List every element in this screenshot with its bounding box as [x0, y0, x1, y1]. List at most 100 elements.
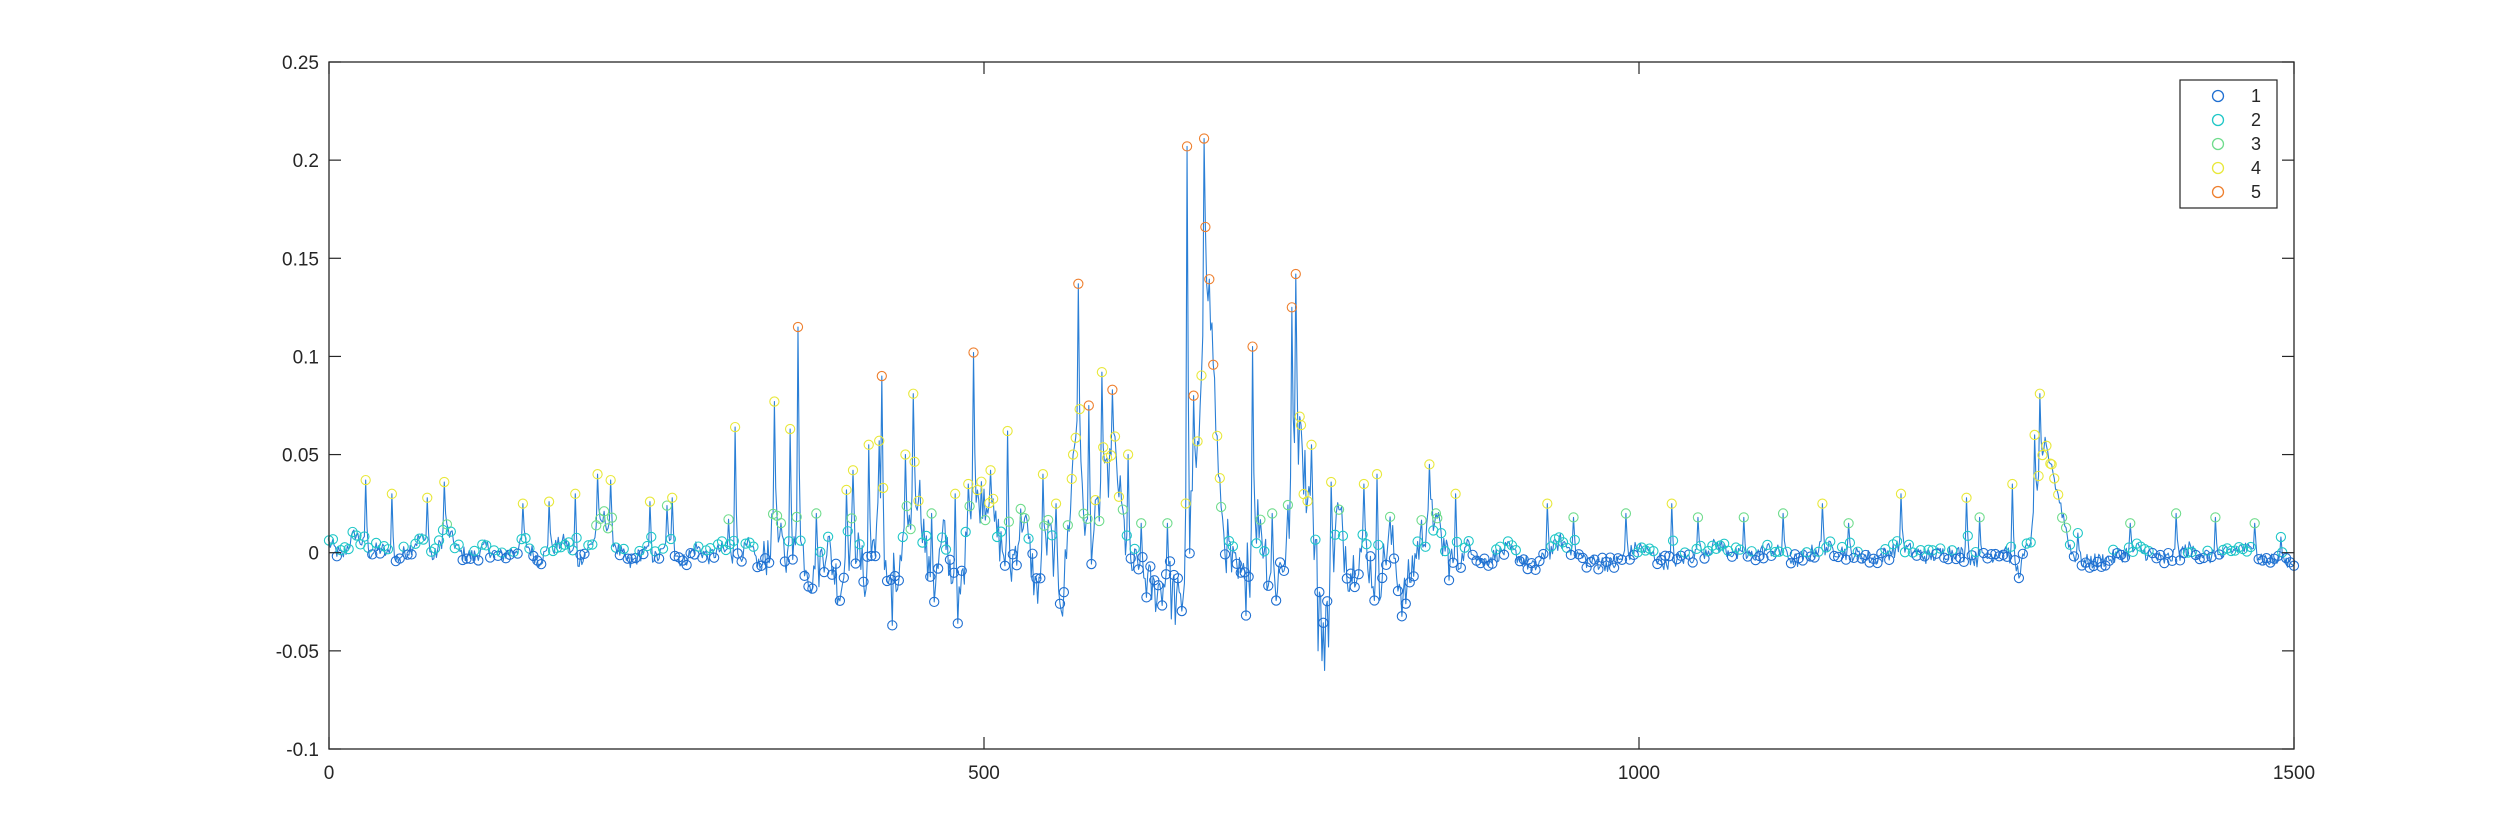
data-point	[1687, 557, 1698, 568]
data-point	[1450, 488, 1461, 499]
data-point	[1314, 586, 1325, 598]
data-point	[2049, 473, 2060, 484]
x-tick-label: 1000	[1618, 763, 1660, 784]
data-point	[433, 535, 445, 546]
data-point	[1094, 515, 1105, 527]
data-point	[402, 549, 413, 560]
data-point	[2021, 538, 2032, 549]
data-point	[1219, 549, 1231, 560]
data-point	[850, 558, 861, 569]
data-point	[1692, 512, 1704, 523]
data-point	[783, 536, 794, 547]
data-point	[360, 474, 371, 486]
data-point	[453, 539, 464, 550]
data-point	[1923, 544, 1934, 555]
data-point	[653, 553, 665, 564]
data-point	[661, 500, 673, 511]
data-point	[646, 531, 657, 543]
data-point	[815, 546, 826, 558]
data-point	[406, 549, 417, 560]
data-point	[1428, 525, 1439, 536]
data-point	[1227, 541, 1239, 552]
data-point	[570, 488, 581, 499]
data-point	[606, 512, 618, 523]
data-point	[1432, 513, 1443, 524]
data-point	[811, 508, 822, 519]
data-point	[1593, 564, 1604, 575]
data-point	[1809, 552, 1820, 563]
x-tick-label: 0	[324, 763, 335, 784]
data-point	[1935, 543, 1946, 554]
data-point	[1180, 498, 1191, 509]
data-point	[1373, 539, 1384, 551]
data-point	[775, 518, 787, 529]
data-point	[681, 559, 692, 571]
data-point	[1003, 516, 1015, 527]
data-point	[2284, 557, 2296, 568]
data-point	[1494, 541, 1506, 552]
data-point	[1436, 527, 1447, 539]
data-point	[1726, 551, 1738, 562]
data-point	[2064, 539, 2076, 550]
data-point	[2178, 548, 2190, 559]
data-point	[1573, 549, 1584, 560]
data-point	[1302, 496, 1313, 507]
y-tick-label: 0.1	[293, 347, 319, 368]
data-point	[1766, 550, 1777, 562]
data-point	[1388, 553, 1400, 564]
data-point	[926, 508, 937, 519]
data-point	[838, 572, 849, 583]
data-point	[1270, 595, 1282, 606]
data-point	[1164, 556, 1176, 567]
data-point	[1208, 359, 1219, 370]
data-point	[905, 523, 916, 535]
data-point	[876, 370, 887, 382]
data-point	[1961, 492, 1972, 503]
data-point	[386, 488, 398, 499]
data-point	[638, 548, 649, 560]
data-point	[976, 476, 987, 487]
data-point	[1958, 556, 1970, 568]
data-point	[2229, 545, 2241, 556]
data-point	[1377, 572, 1388, 584]
data-point	[1369, 595, 1380, 606]
data-point	[2041, 440, 2052, 451]
data-point	[1153, 580, 1164, 591]
data-point	[1430, 508, 1442, 519]
data-point	[728, 535, 739, 546]
data-point	[2119, 552, 2131, 563]
data-point	[841, 484, 852, 496]
data-point	[819, 566, 830, 578]
data-point	[414, 533, 425, 544]
data-point	[748, 541, 759, 552]
data-point	[500, 553, 511, 564]
data-point	[477, 539, 488, 550]
data-point	[1274, 557, 1286, 568]
data-point	[980, 514, 991, 526]
data-point	[1962, 530, 1973, 542]
data-point	[1884, 554, 1895, 566]
data-point	[1259, 546, 1270, 557]
data-point	[2249, 518, 2260, 529]
data-point	[2037, 449, 2048, 461]
data-point	[1027, 548, 1038, 559]
data-point	[1023, 533, 1034, 544]
data-point	[1408, 571, 1419, 582]
data-point	[940, 544, 952, 555]
data-point	[1381, 559, 1392, 571]
data-point	[1805, 551, 1816, 562]
data-point	[1652, 558, 1663, 570]
data-point	[1212, 430, 1223, 441]
data-point	[445, 526, 456, 537]
data-point	[2056, 512, 2068, 523]
data-point	[1002, 425, 1013, 437]
data-point	[1188, 390, 1199, 401]
legend-marker	[2211, 113, 2225, 127]
data-point	[2245, 541, 2256, 553]
data-point	[1223, 535, 1235, 547]
data-point	[1046, 530, 1058, 541]
data-point	[1184, 548, 1195, 559]
data-point	[1267, 508, 1278, 519]
legend: 1 2 3 4 5	[2179, 79, 2278, 209]
data-point	[887, 620, 898, 631]
